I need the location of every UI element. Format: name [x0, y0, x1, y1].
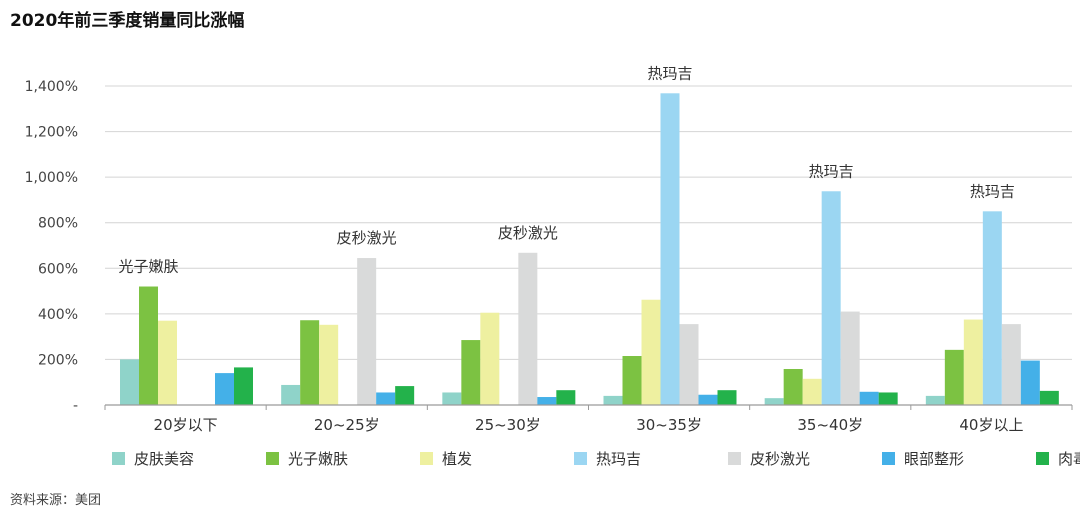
- x-category-label: 20~25岁: [314, 416, 380, 434]
- bar: [622, 356, 642, 405]
- bar: [395, 386, 415, 405]
- bar-annotation: 热玛吉: [970, 182, 1015, 200]
- legend-label: 植发: [442, 450, 473, 468]
- bar-chart: - 200% 400% 600% 800% 1,000% 1,200% 1,400% 20岁以下…: [25, 64, 1073, 434]
- bar: [802, 378, 822, 405]
- bar-annotation: 皮秒激光: [498, 224, 558, 242]
- bar: [281, 384, 301, 405]
- legend-item: 热玛吉: [574, 448, 728, 469]
- legend-item: 光子嫩肤: [266, 448, 420, 469]
- legend-swatch: [882, 452, 895, 465]
- legend-item: 植发: [420, 448, 574, 469]
- bar-annotation: 光子嫩肤: [118, 258, 178, 276]
- bar: [300, 320, 320, 405]
- bar: [717, 390, 737, 405]
- legend-swatch: [728, 452, 741, 465]
- y-tick-label: 200%: [38, 352, 78, 368]
- legend-swatch: [112, 452, 125, 465]
- legend-swatch: [420, 452, 433, 465]
- bar: [120, 359, 139, 405]
- bar: [698, 394, 718, 405]
- bar: [461, 340, 481, 405]
- bar: [442, 392, 462, 405]
- bar: [963, 319, 983, 405]
- legend-item: 眼部整形: [882, 448, 1036, 469]
- x-category-label: 25~30岁: [475, 416, 541, 434]
- bar: [783, 368, 803, 405]
- y-tick-label: 1,400%: [25, 79, 78, 95]
- bar: [679, 324, 699, 405]
- bar: [319, 324, 339, 405]
- y-tick-label: -: [73, 398, 78, 414]
- legend-item: 肉毒素: [1036, 448, 1080, 469]
- legend-swatch: [574, 452, 587, 465]
- y-tick-label: 1,200%: [25, 125, 78, 141]
- legend-label: 皮肤美容: [134, 450, 195, 468]
- y-tick-label: 1,000%: [25, 170, 78, 186]
- bar: [537, 397, 557, 405]
- legend-label: 眼部整形: [904, 450, 965, 468]
- chart-title: 2020年前三季度销量同比涨幅: [10, 11, 245, 31]
- bar: [840, 311, 860, 405]
- legend-label: 肉毒素: [1058, 450, 1080, 468]
- bar: [139, 286, 158, 405]
- bar: [764, 398, 784, 405]
- y-tick-label: 800%: [38, 216, 78, 232]
- bar: [641, 299, 661, 405]
- bar-annotation: 热玛吉: [809, 162, 854, 180]
- bar: [376, 392, 396, 405]
- bar: [821, 191, 841, 405]
- bar: [357, 258, 377, 405]
- y-tick-label: 400%: [38, 307, 78, 323]
- bar-annotation: 热玛吉: [647, 64, 692, 82]
- bar: [1039, 390, 1059, 405]
- x-category-label: 30~35岁: [636, 416, 702, 434]
- bar: [982, 211, 1002, 405]
- chart-legend: 皮肤美容 光子嫩肤 植发 热玛吉 皮秒激光 眼部整形 肉毒素: [112, 448, 1080, 469]
- source-note: 资料来源：美团: [10, 493, 102, 508]
- legend-label: 热玛吉: [596, 450, 642, 468]
- bar: [158, 320, 177, 405]
- x-category-label: 40岁以上: [959, 416, 1023, 434]
- y-tick-label: 600%: [38, 261, 78, 277]
- legend-label: 皮秒激光: [750, 450, 811, 468]
- legend-label: 光子嫩肤: [288, 450, 349, 468]
- bar: [480, 312, 500, 405]
- bar: [859, 391, 879, 405]
- x-category-label: 35~40岁: [797, 416, 863, 434]
- legend-item: 皮肤美容: [112, 448, 266, 469]
- bar: [944, 349, 964, 405]
- bar: [1020, 360, 1040, 405]
- legend-item: 皮秒激光: [728, 448, 882, 469]
- bar: [660, 93, 680, 405]
- legend-swatch: [266, 452, 279, 465]
- bar: [1001, 324, 1021, 405]
- bar: [215, 373, 234, 405]
- bar: [234, 367, 253, 405]
- bar: [878, 392, 898, 405]
- bar: [603, 395, 623, 405]
- bar-annotation: 皮秒激光: [337, 229, 397, 247]
- bar: [518, 252, 538, 405]
- legend-swatch: [1036, 452, 1049, 465]
- bar: [925, 395, 945, 405]
- bar: [556, 390, 576, 405]
- x-category-label: 20岁以下: [154, 416, 218, 434]
